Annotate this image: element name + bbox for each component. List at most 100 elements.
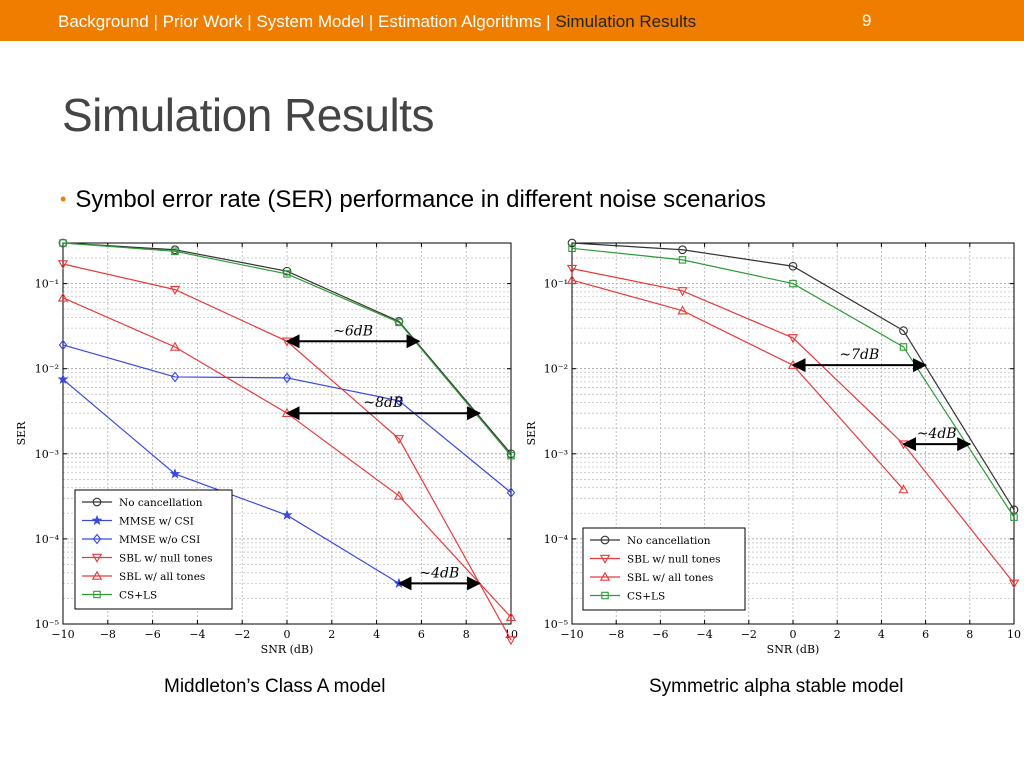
left-annotation-label: ~6dB	[333, 323, 373, 339]
right-legend-label: SBL w/ all tones	[627, 572, 713, 584]
right-x-tick-label: 0	[790, 628, 797, 641]
left-legend-item: No cancellation	[82, 497, 203, 509]
chart-left: −10 −8 −6 −4 −2 0 2 4 6 8 10 10⁻¹ 10⁻² 10⁻³ 10⁻⁴ 10⁻⁵ SN…	[15, 238, 527, 660]
right-data-point-no-cancellation	[788, 261, 798, 271]
right-legend-marker	[599, 571, 611, 581]
left-x-tick-label: −4	[189, 628, 205, 641]
right-legend-item: SBL w/ all tones	[590, 571, 713, 584]
right-data-point-cs-ls	[899, 343, 908, 351]
left-x-tick-label: −10	[51, 628, 74, 641]
right-data-point-sbl-w-null-tones	[1008, 579, 1020, 589]
left-legend-label: MMSE w/o CSI	[119, 534, 200, 546]
right-data-point-sbl-w-null-tones	[566, 264, 578, 274]
left-legend-marker	[91, 570, 103, 580]
left-y-tick-label: 10⁻³	[35, 448, 59, 461]
right-annotation-label: ~7dB	[839, 347, 879, 363]
left-x-tick-label: 6	[418, 628, 425, 641]
right-y-tick-label: 10⁻⁴	[544, 533, 569, 546]
caption-right: Symmetric alpha stable model	[649, 676, 904, 697]
left-x-tick-label: 0	[284, 628, 291, 641]
right-series-line-sbl-w-null-tones	[571, 268, 1015, 584]
right-x-tick-label: −10	[560, 628, 583, 641]
right-series-sbl-w-all-tones	[566, 274, 909, 494]
right-x-tick-label: 8	[966, 628, 973, 641]
right-y-axis-label: SER	[527, 421, 538, 446]
caption-left: Middleton’s Class A model	[164, 676, 386, 697]
right-x-tick-label: 2	[834, 628, 841, 641]
left-legend-label: MMSE w/ CSI	[119, 516, 194, 528]
left-data-point-cs-ls	[171, 247, 179, 255]
right-x-tick-label: 4	[878, 628, 885, 641]
left-data-point-cs-ls	[395, 318, 403, 327]
left-legend-box	[74, 489, 233, 610]
right-y-tick-label: 10⁻¹	[544, 278, 568, 291]
right-legend-marker	[600, 535, 610, 545]
left-data-point-sbl-w-null-tones	[505, 636, 517, 646]
right-x-tick-label: −8	[608, 628, 624, 641]
right-data-point-sbl-w-all-tones	[677, 305, 688, 315]
right-y-tick-label: 10⁻⁵	[544, 618, 568, 631]
page-number: 9	[862, 11, 872, 30]
left-data-point-sbl-w-all-tones	[505, 611, 517, 622]
right-legend-item: SBL w/ null tones	[590, 554, 721, 566]
right-legend-item: CS+LS	[590, 591, 665, 603]
bullet-item: • Symbol error rate (SER) performance in …	[60, 186, 766, 214]
left-data-point-cs-ls	[507, 451, 515, 460]
right-data-point-sbl-w-null-tones	[677, 287, 688, 297]
left-x-tick-label: −8	[100, 628, 116, 641]
left-series-line-mmse-w-o-csi	[62, 344, 512, 494]
left-y-tick-label: 10⁻²	[35, 363, 59, 376]
left-y-axis-label: SER	[15, 421, 28, 446]
left-data-point-mmse-w-o-csi	[58, 339, 68, 351]
left-data-point-mmse-w-o-csi	[506, 487, 516, 498]
right-data-point-sbl-w-all-tones	[898, 484, 909, 494]
breadcrumb: Background | Prior Work | System Model |…	[58, 12, 696, 32]
left-data-point-mmse-w-csi	[57, 373, 69, 384]
right-legend-label: No cancellation	[627, 535, 711, 547]
right-data-point-no-cancellation	[567, 238, 577, 248]
left-data-point-mmse-w-o-csi	[394, 395, 404, 407]
right-legend-box	[582, 527, 746, 611]
left-series-cs-ls	[59, 239, 515, 460]
right-x-axis-label: SNR (dB)	[767, 643, 820, 656]
left-x-tick-label: 4	[373, 628, 380, 641]
breadcrumb-trail: Background | Prior Work | System Model |…	[58, 12, 556, 31]
right-data-point-cs-ls	[789, 279, 797, 288]
right-series-line-no-cancellation	[571, 242, 1015, 511]
left-legend-marker	[92, 533, 102, 545]
left-legend-item: SBL w/ null tones	[82, 553, 213, 565]
left-legend-marker	[91, 514, 103, 526]
slide-title: Simulation Results	[62, 89, 434, 141]
left-y-tick-label: 10⁻⁴	[35, 533, 60, 546]
right-data-point-no-cancellation	[899, 326, 908, 335]
left-data-point-cs-ls	[283, 270, 291, 278]
left-data-point-sbl-w-all-tones	[169, 341, 181, 351]
left-legend: No cancellation MMSE w/ CSI MMSE w/o CSI SB…	[74, 489, 233, 610]
left-x-tick-label: 8	[463, 628, 470, 641]
left-legend-label: No cancellation	[119, 497, 203, 509]
left-data-point-mmse-w-o-csi	[282, 372, 292, 384]
left-data-point-no-cancellation	[506, 449, 516, 459]
left-legend-label: CS+LS	[119, 590, 157, 602]
right-x-tick-label: −4	[696, 628, 712, 641]
left-y-tick-label: 10⁻⁵	[35, 618, 59, 631]
left-legend-item: SBL w/ all tones	[82, 570, 205, 583]
right-legend-marker	[599, 554, 611, 564]
left-data-point-sbl-w-all-tones	[393, 490, 405, 500]
right-data-point-cs-ls	[678, 256, 687, 264]
right-series-line-sbl-w-all-tones	[571, 279, 904, 490]
right-x-tick-label: 10	[1007, 628, 1021, 641]
bullet-text: Symbol error rate (SER) performance in d…	[75, 186, 766, 213]
chart-right-svg: −10 −8 −6 −4 −2 0 2 4 6 8 10 10⁻¹ 10⁻² 10⁻³ 10⁻⁴ 10⁻⁵ SN…	[527, 238, 1021, 656]
right-annotation-label: ~4dB	[917, 426, 957, 442]
left-y-tick-label: 10⁻¹	[35, 278, 59, 291]
right-series-line-cs-ls	[571, 247, 1015, 518]
left-grid	[62, 242, 512, 625]
left-legend-marker	[91, 553, 103, 563]
right-y-tick-label: 10⁻³	[544, 448, 568, 461]
left-annotation-label: ~4dB	[419, 565, 459, 581]
left-x-tick-label: −6	[144, 628, 160, 641]
left-series-mmse-w-o-csi	[58, 339, 516, 498]
right-legend-label: SBL w/ null tones	[627, 554, 721, 566]
left-data-point-mmse-w-csi	[281, 509, 293, 520]
